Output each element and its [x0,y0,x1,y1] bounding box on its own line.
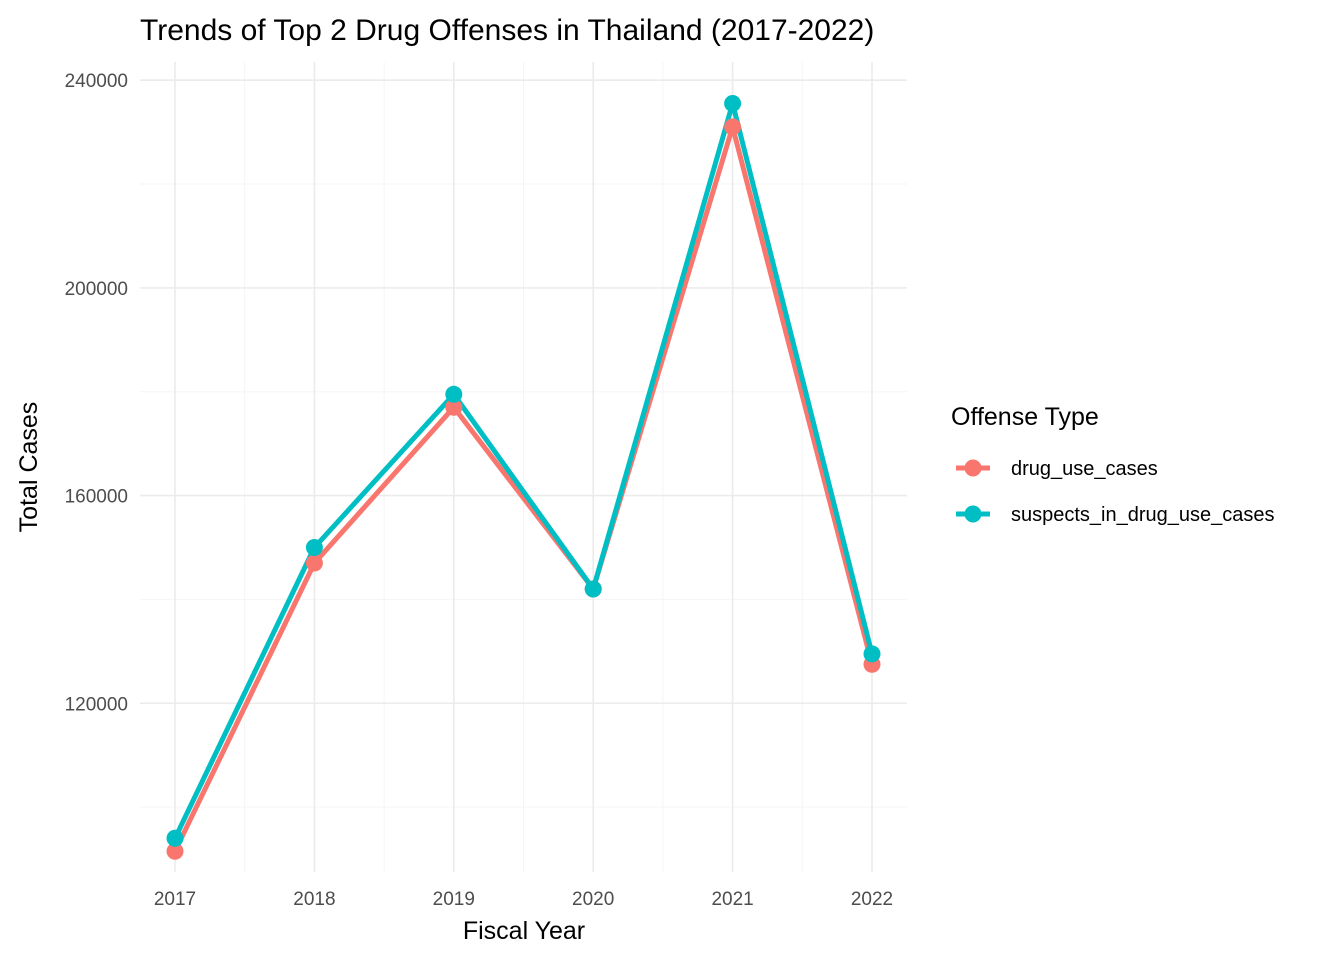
legend: Offense Type drug_use_cases suspects_in_d… [951,403,1275,526]
legend-label: drug_use_cases [1011,458,1158,480]
data-point-drug_use_cases [724,118,742,136]
x-tick-label: 2018 [293,889,335,910]
legend-key-point [964,505,982,523]
y-tick-label: 120000 [65,694,128,715]
x-axis-title: Fiscal Year [463,917,585,945]
data-point-suspects_in_drug_use_cases [724,95,742,113]
chart-title: Trends of Top 2 Drug Offenses in Thailan… [140,14,874,47]
data-point-drug_use_cases [166,842,184,860]
series-line-suspects_in_drug_use_cases [172,101,875,841]
y-tick-label: 200000 [65,279,128,300]
y-tick-label: 160000 [65,487,128,508]
data-point-suspects_in_drug_use_cases [584,580,602,598]
y-tick-label: 240000 [65,71,128,92]
data-point-drug_use_cases [305,554,323,572]
series-layer [166,95,881,860]
y-axis-tick-labels: 120000 160000 200000 240000 [65,71,128,715]
legend-item: drug_use_cases [956,458,1158,480]
series-line-drug_use_cases [172,124,875,854]
y-axis-title: Total Cases [15,402,43,533]
x-axis-tick-labels: 2017 2018 2019 2020 2021 2022 [154,889,893,910]
major-gridlines [140,62,907,872]
data-point-suspects_in_drug_use_cases [166,829,184,847]
data-point-suspects_in_drug_use_cases [305,538,323,556]
legend-items: drug_use_cases suspects_in_drug_use_cases [956,458,1275,526]
x-tick-label: 2021 [711,889,753,910]
x-tick-label: 2019 [433,889,475,910]
legend-key-point [964,459,982,477]
minor-gridlines [140,62,907,872]
data-point-drug_use_cases [445,398,463,416]
legend-label: suspects_in_drug_use_cases [1011,504,1275,526]
x-tick-label: 2020 [572,889,614,910]
data-point-suspects_in_drug_use_cases [863,645,881,663]
x-tick-label: 2017 [154,889,196,910]
x-tick-label: 2022 [851,889,893,910]
data-point-suspects_in_drug_use_cases [445,385,463,403]
legend-title: Offense Type [951,403,1099,431]
legend-item: suspects_in_drug_use_cases [956,504,1275,526]
